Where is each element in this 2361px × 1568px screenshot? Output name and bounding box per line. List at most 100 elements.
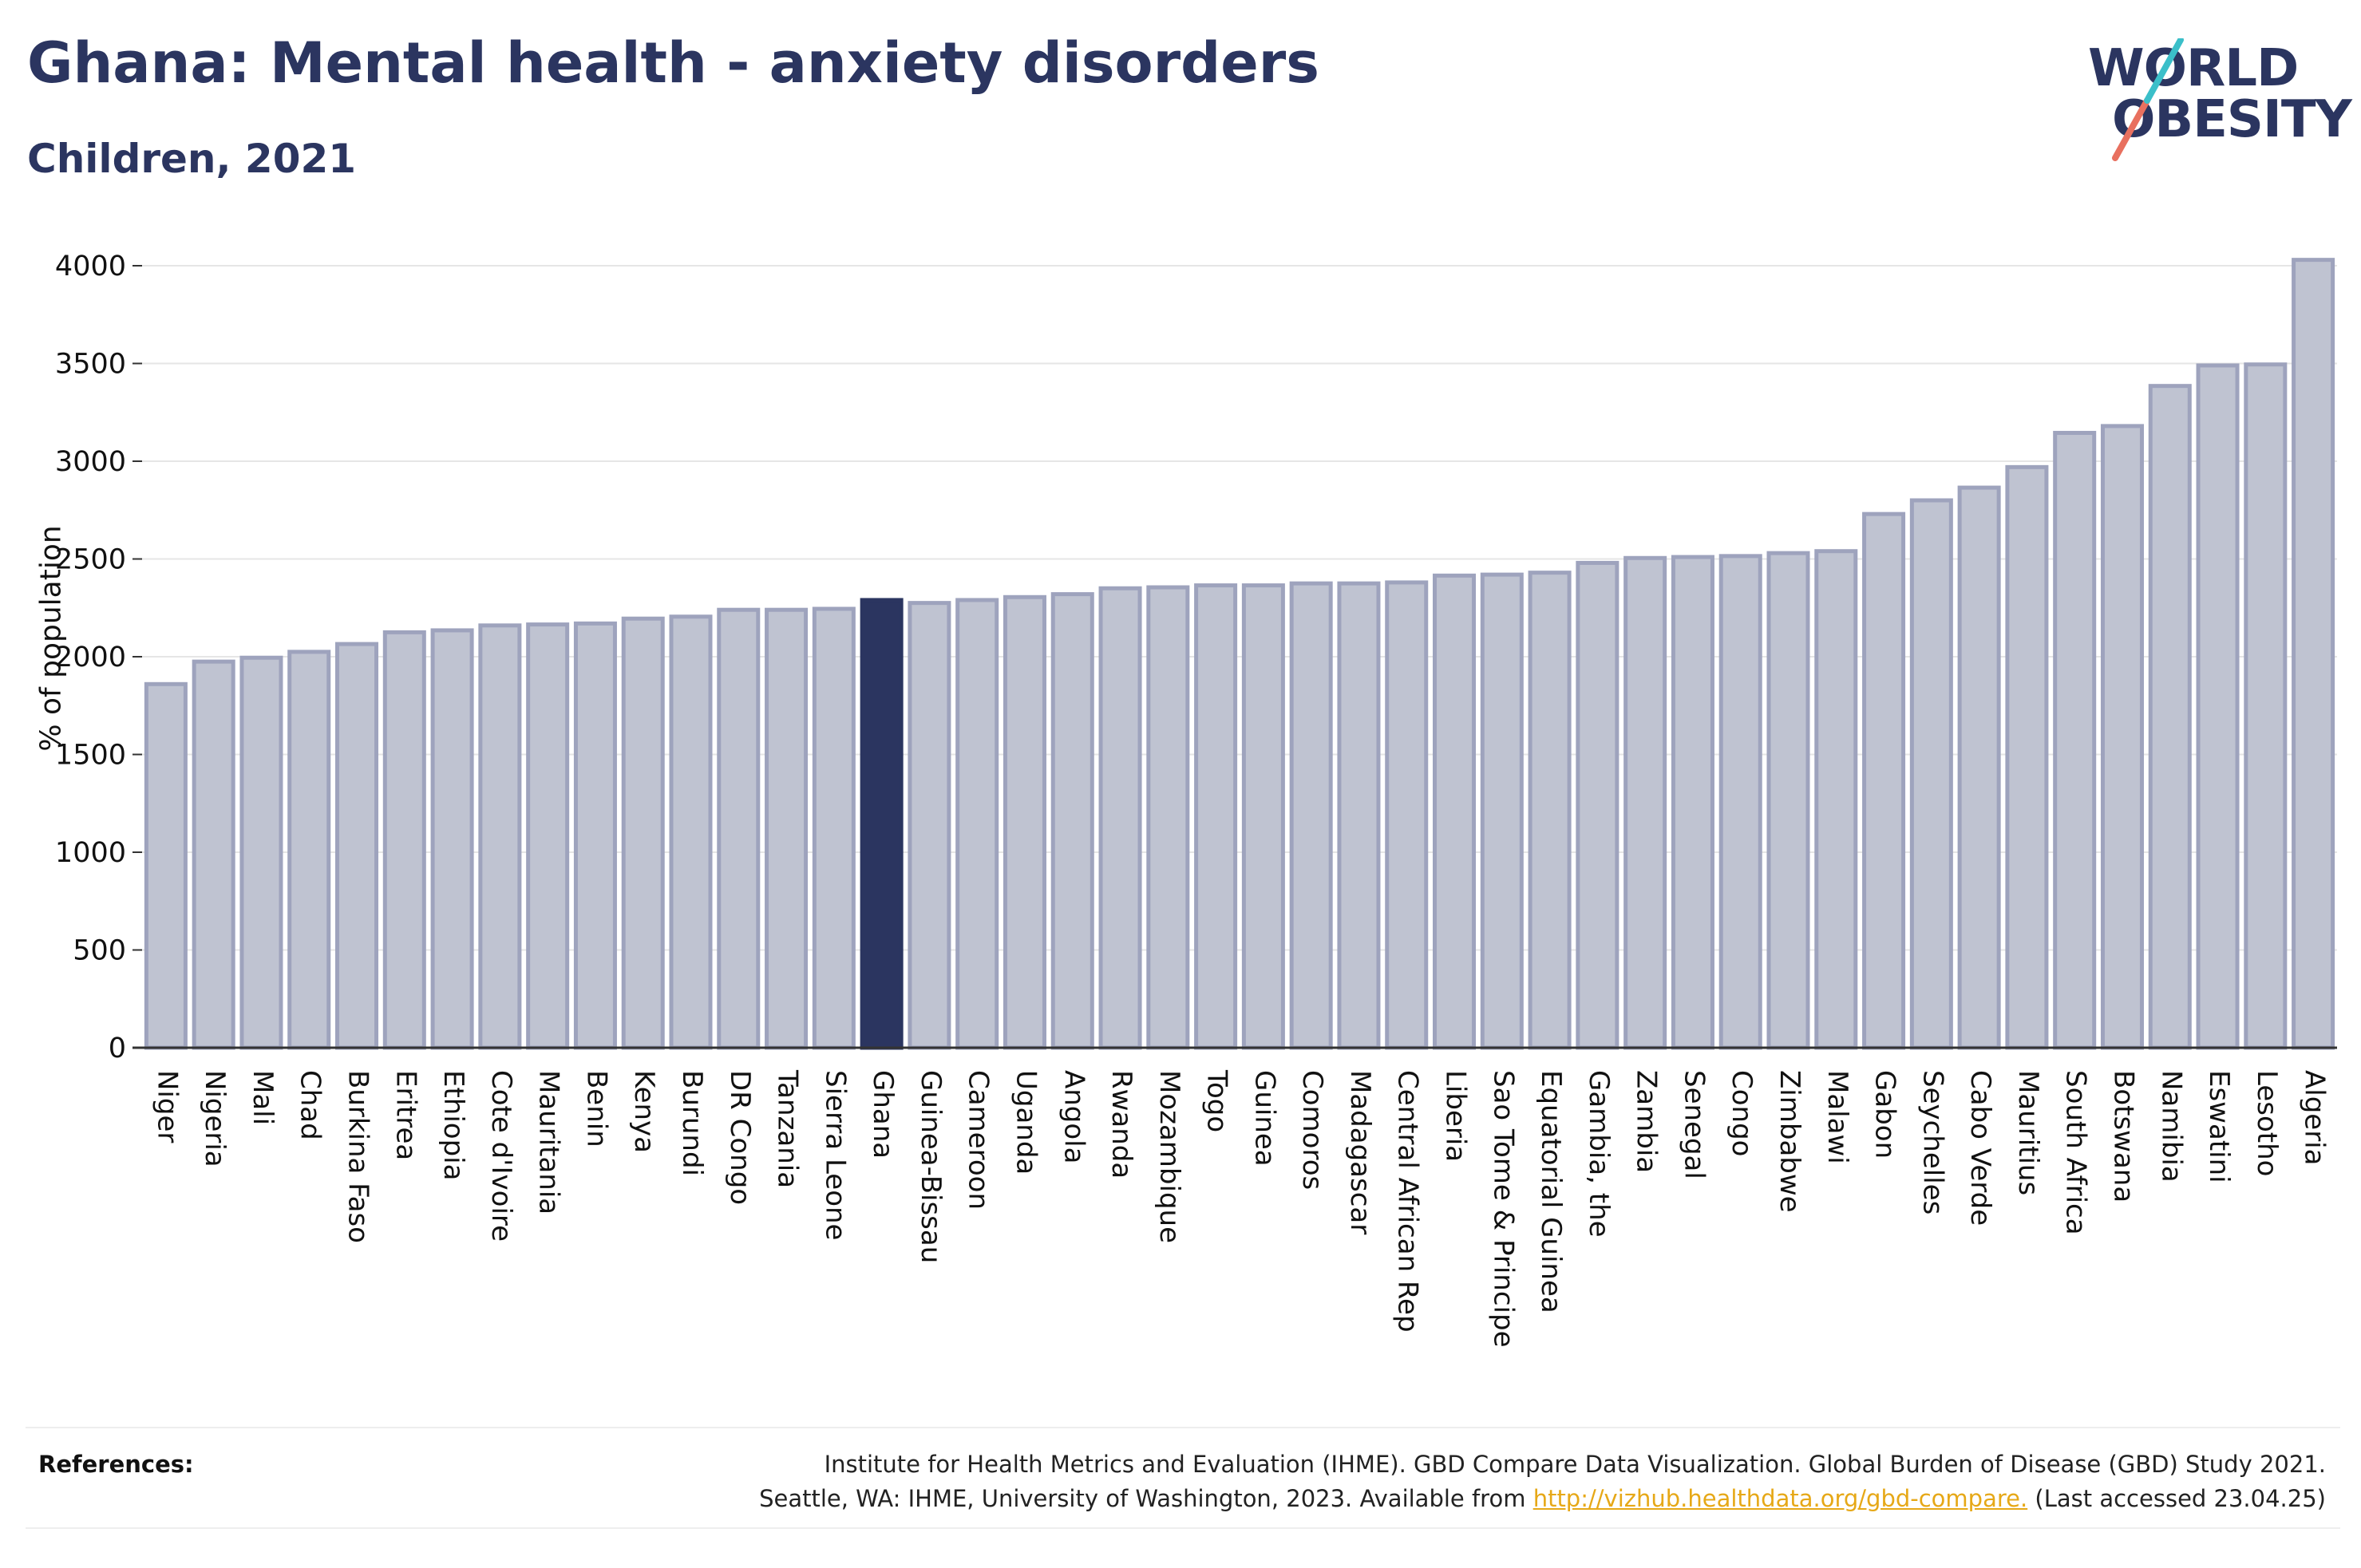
bar [2244, 362, 2288, 1050]
bar [1671, 555, 1714, 1050]
bar [2005, 464, 2049, 1050]
logo-text-line1: WORLD [2088, 39, 2299, 98]
x-tick-label: Mali [247, 1070, 279, 1125]
x-tick-label: Togo [1201, 1069, 1233, 1132]
bar [192, 659, 235, 1050]
x-tick-label: Mauritania [533, 1070, 565, 1215]
bar [1814, 549, 1858, 1050]
x-tick-label: Botswana [2107, 1070, 2139, 1203]
x-tick-label: Gambia, the [1583, 1070, 1615, 1238]
y-tick-label: 3000 [55, 446, 126, 478]
references-label: References: [38, 1451, 194, 1478]
x-tick-label: Madagascar [1344, 1070, 1376, 1234]
x-tick-label: Eswatini [2203, 1070, 2235, 1183]
x-tick-label: Lesotho [2251, 1070, 2283, 1176]
x-tick-label: Central African Rep [1392, 1070, 1424, 1333]
bar [1098, 586, 1142, 1050]
bar [2053, 430, 2097, 1050]
bar [2148, 384, 2192, 1050]
bar [1957, 485, 2001, 1050]
x-tick-label: Seychelles [1916, 1070, 1948, 1215]
bar [1194, 583, 1238, 1050]
bar [1433, 573, 1477, 1050]
bar [1909, 498, 1953, 1050]
x-tick-label: Equatorial Guinea [1535, 1070, 1567, 1313]
bar [144, 681, 188, 1050]
x-tick-label: Malawi [1821, 1070, 1853, 1164]
x-tick-label: Comoros [1296, 1070, 1328, 1190]
bar [860, 598, 904, 1050]
bar [1528, 571, 1572, 1050]
x-tick-label: Ghana [867, 1070, 899, 1159]
references-line1: Institute for Health Metrics and Evaluat… [824, 1451, 2326, 1478]
x-tick-label: Liberia [1440, 1070, 1472, 1162]
x-tick-label: Ethiopia [437, 1070, 469, 1180]
x-tick-label: Gabon [1869, 1070, 1901, 1159]
world-obesity-logo: WORLD OBESITY [2083, 38, 2352, 166]
bar [1623, 555, 1667, 1050]
x-tick-label: Namibia [2155, 1070, 2187, 1183]
bar [1337, 581, 1381, 1050]
x-tick-label: Angola [1058, 1070, 1090, 1163]
x-tick-label: South Africa [2060, 1070, 2092, 1235]
references-text: Institute for Health Metrics and Evaluat… [759, 1448, 2326, 1516]
bar [1766, 551, 1810, 1050]
x-tick-label: Uganda [1010, 1070, 1042, 1175]
x-tick-label: Eritrea [390, 1070, 421, 1160]
x-tick-label: Chad [295, 1070, 326, 1140]
bar [1289, 581, 1333, 1050]
logo-text-line2: OBESITY [2112, 90, 2352, 149]
x-tick-label: Rwanda [1105, 1070, 1137, 1179]
x-tick-label: Burkina Faso [342, 1070, 374, 1243]
x-tick-label: Benin [580, 1070, 612, 1147]
references-line2-text: Seattle, WA: IHME, University of Washing… [759, 1485, 1533, 1512]
y-tick-label: 4000 [55, 251, 126, 282]
x-tick-label: Nigeria [199, 1070, 231, 1167]
references-line2-suffix: (Last accessed 23.04.25) [2027, 1485, 2326, 1512]
bar [573, 621, 617, 1050]
x-tick-label: Zimbabwe [1774, 1070, 1805, 1213]
bar [2292, 258, 2335, 1050]
bar [2100, 424, 2144, 1050]
bar [526, 622, 570, 1050]
bar [1718, 554, 1762, 1050]
x-tick-label: Tanzania [772, 1069, 804, 1188]
x-tick-label: Senegal [1678, 1070, 1710, 1179]
x-tick-label: Guinea [1248, 1070, 1280, 1167]
bar [955, 598, 999, 1050]
bar [335, 642, 379, 1050]
bar [287, 650, 331, 1050]
bar [765, 607, 809, 1050]
bar [812, 606, 856, 1050]
bar [239, 655, 283, 1050]
references-link[interactable]: http://vizhub.healthdata.org/gbd-compare… [1532, 1485, 2028, 1512]
bar [430, 628, 474, 1050]
bar [1576, 560, 1619, 1050]
bar [1003, 594, 1046, 1050]
chart-subtitle: Children, 2021 [27, 136, 357, 182]
bar [717, 607, 761, 1050]
x-tick-label: Cabo Verde [1964, 1070, 1996, 1226]
bar [1146, 585, 1190, 1050]
bar [621, 616, 665, 1050]
bar-chart: 0 500 1000 1500 2000 2500 3000 3500 4000 Niger Nig… [55, 251, 2337, 1348]
x-tick-label: Cote d'Ivoire [485, 1070, 517, 1242]
y-tick-label: 3500 [55, 349, 126, 381]
references-panel: References: Institute for Health Metrics… [26, 1427, 2340, 1529]
bar [1480, 572, 1524, 1050]
bar [669, 614, 713, 1050]
x-tick-label: Mauritius [2012, 1070, 2044, 1195]
x-tick-label: Algeria [2299, 1070, 2331, 1165]
x-tick-label: Kenya [628, 1070, 660, 1153]
x-tick-label: Mozambique [1153, 1070, 1185, 1243]
y-tick-label: 500 [73, 935, 126, 967]
logo-slash-icon [2112, 38, 2184, 161]
bar [908, 601, 951, 1050]
bar [478, 623, 522, 1050]
bar [1241, 583, 1285, 1050]
y-tick-label: 2000 [55, 642, 126, 673]
references-line2: Seattle, WA: IHME, University of Washing… [759, 1482, 2326, 1516]
bar [1385, 580, 1429, 1050]
y-tick-label: 2500 [55, 544, 126, 576]
chart-title: Ghana: Mental health - anxiety disorders [27, 30, 1319, 96]
